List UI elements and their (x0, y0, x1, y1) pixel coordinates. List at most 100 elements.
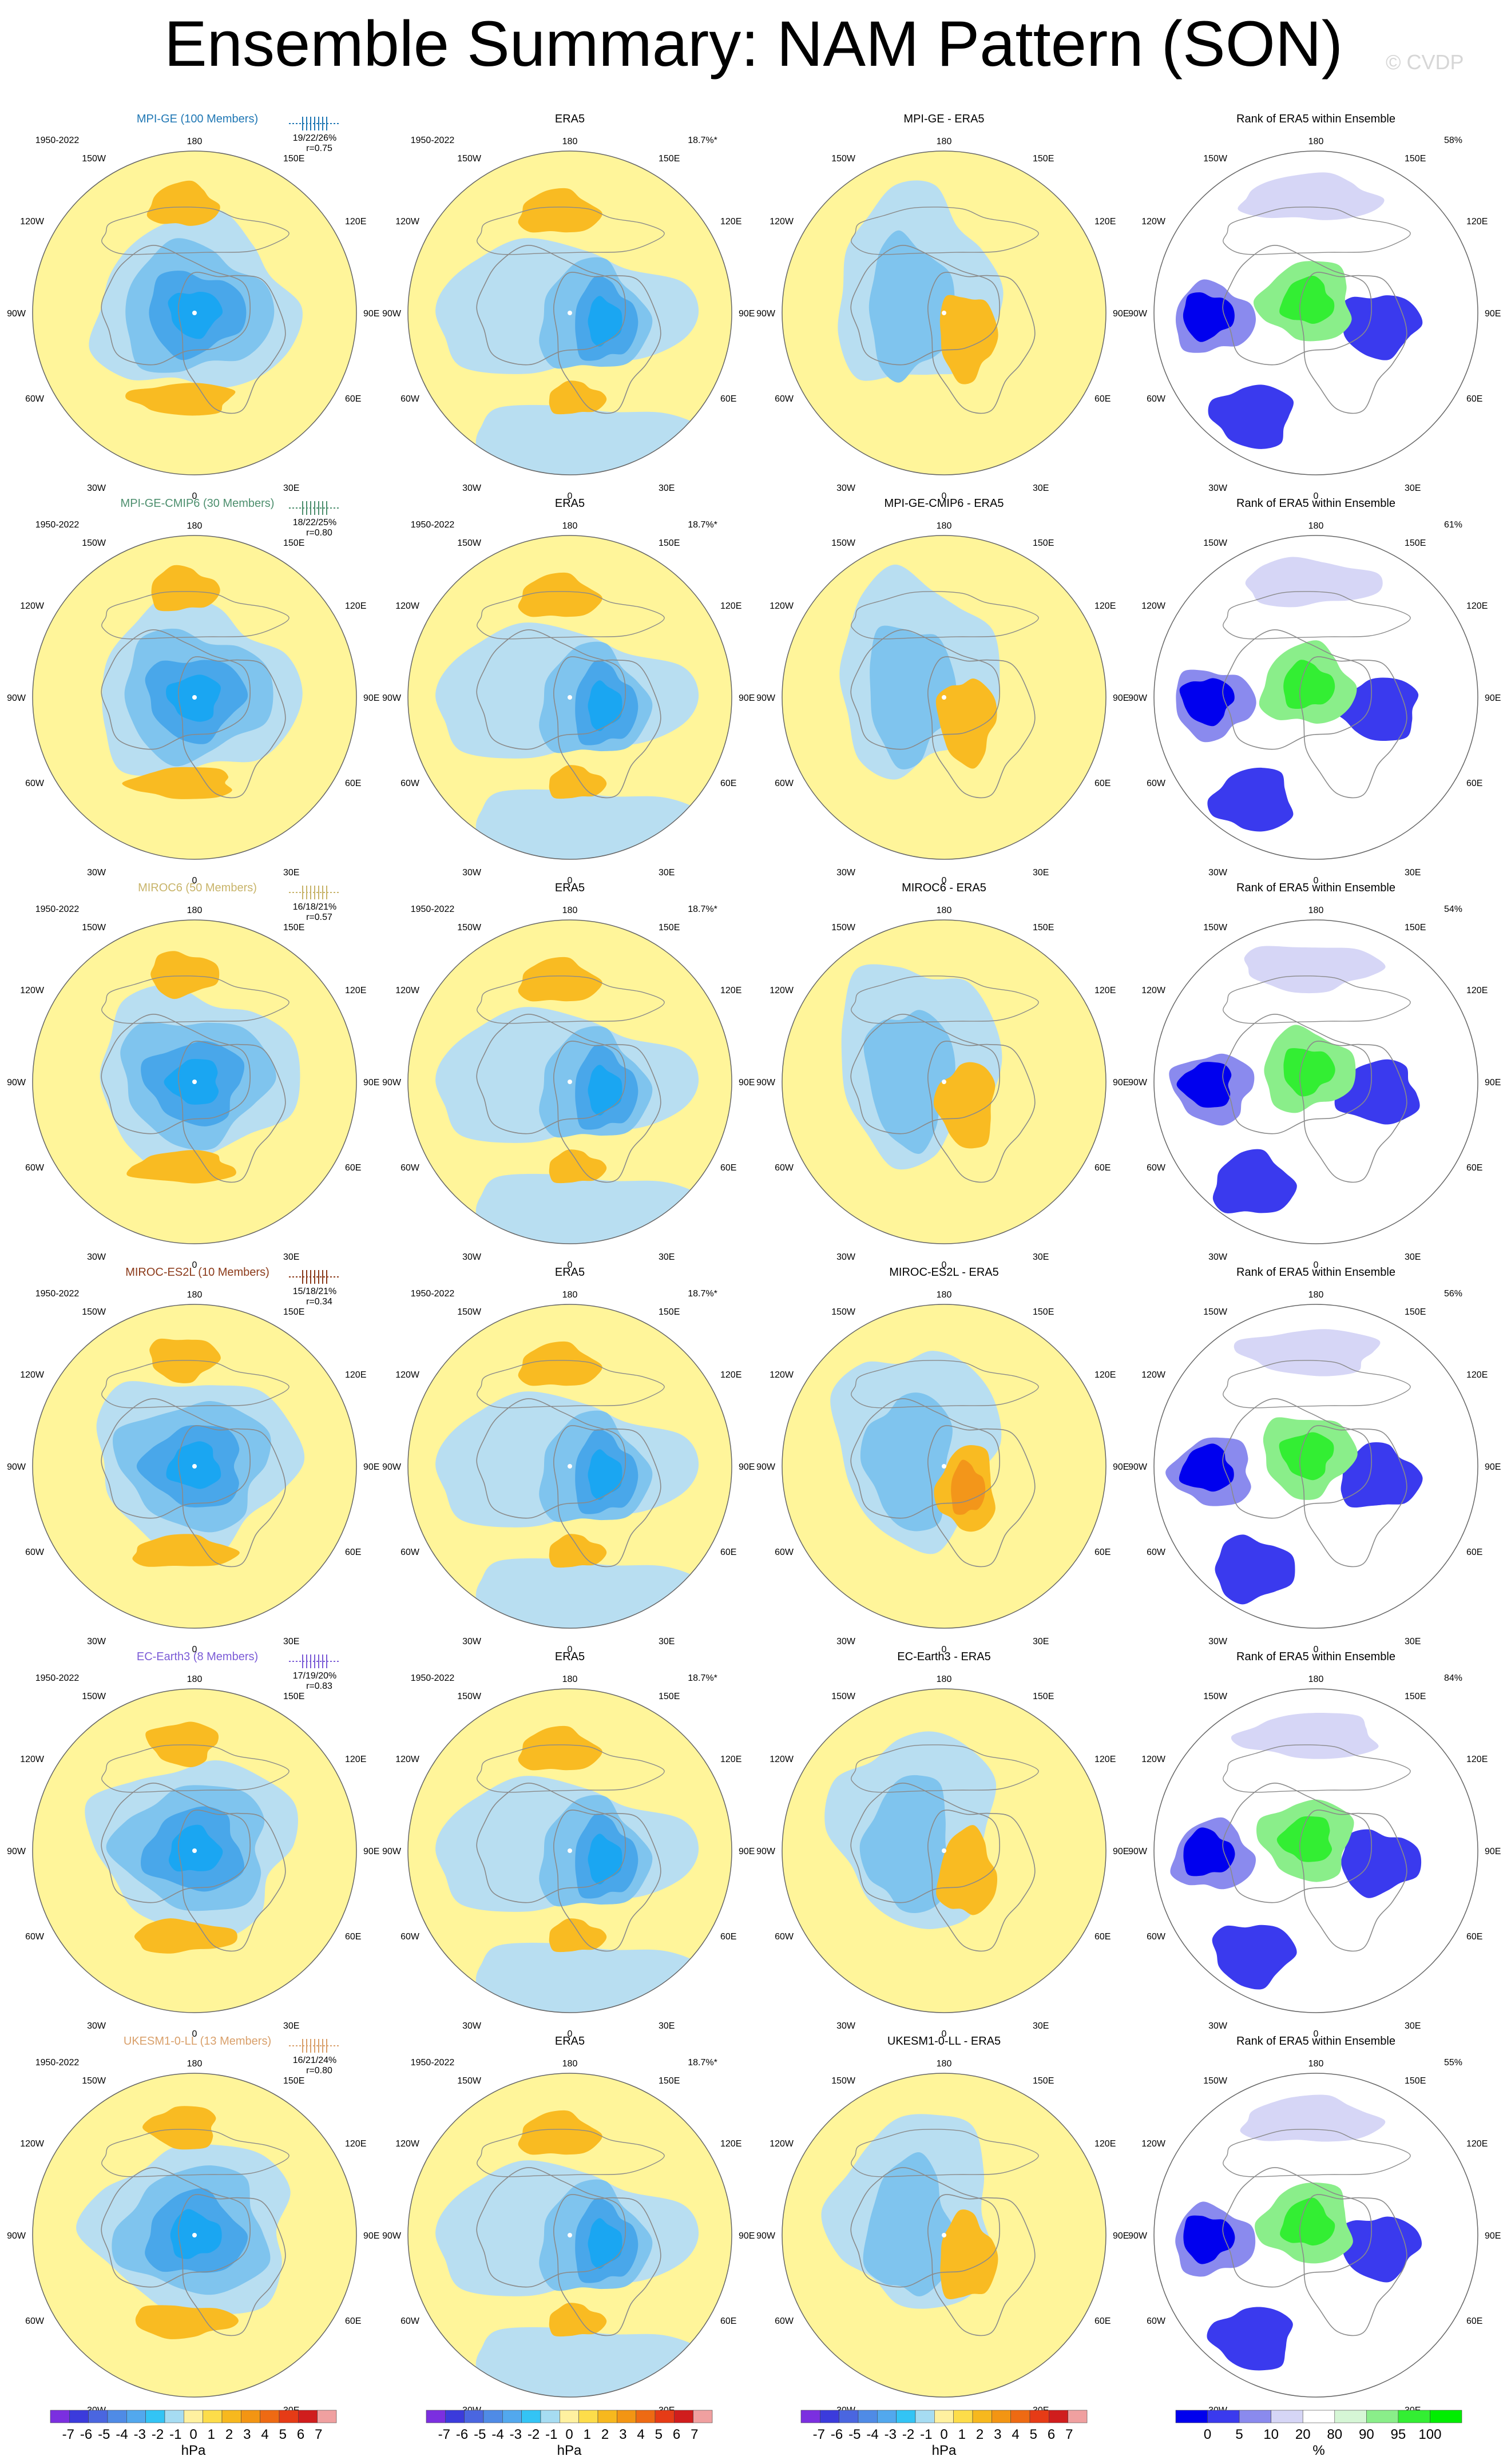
colorbar-swatch (915, 2410, 935, 2423)
panel-difference: MIROC6 - ERA5 180 150E 120E 90E 60E 30E 0 30W 60W… (756, 882, 1129, 1270)
lon-label-180: 180 (937, 2059, 952, 2069)
lon-label-180: 180 (562, 1675, 578, 1684)
lon-label-30W: 30W (836, 868, 856, 878)
colorbar-swatch (858, 2410, 878, 2423)
lon-label-120E: 120E (1466, 1755, 1488, 1764)
lon-label-90W: 90W (7, 2231, 26, 2241)
lon-label-30E: 30E (1405, 868, 1421, 878)
lon-label-180: 180 (937, 906, 952, 915)
panel-era5: ERA5 1950-2022 18.7%* 180 150E 120E 90E 60E 30E 0… (382, 1266, 755, 1654)
lon-label-30W: 30W (1208, 2021, 1228, 2031)
period-label: 1950-2022 (35, 1673, 80, 1683)
lon-label-150E: 150E (659, 154, 680, 164)
period-label: 1950-2022 (35, 2058, 80, 2068)
era5-title: ERA5 (555, 113, 585, 125)
panel-model: MIROC-ES2L (10 Members) 1950-2022 15/18/21… (7, 1266, 379, 1654)
colorbar-tick-label: -6 (831, 2427, 843, 2442)
map-border (407, 150, 732, 475)
lon-label-150E: 150E (1033, 2076, 1054, 2086)
difference-title: MIROC-ES2L - ERA5 (889, 1266, 999, 1279)
coastline (1222, 1783, 1373, 1903)
colorbar-swatch (800, 2410, 820, 2423)
lon-label-150W: 150W (1203, 154, 1228, 164)
colorbar-swatch (1334, 2410, 1367, 2423)
lon-label-30W: 30W (462, 2021, 482, 2031)
colorbar-swatch (839, 2410, 859, 2423)
pole-marker (192, 695, 197, 700)
lon-label-150W: 150W (457, 538, 482, 548)
coastline (1223, 207, 1411, 255)
colorbar-swatch (560, 2410, 579, 2423)
colorbar-swatch (221, 2410, 241, 2423)
anomaly-field (33, 1304, 356, 1628)
colorbar-swatch (1049, 2410, 1068, 2423)
lon-label-120W: 120W (1141, 1370, 1166, 1380)
lon-label-150E: 150E (283, 1692, 304, 1701)
colorbar-hpa: -7 -6 -5 -4 -3 -2 -1 0 1 2 3 4 5 6 7 hPa (800, 2410, 1088, 2458)
lon-label-90W: 90W (1128, 1847, 1148, 1856)
colorbar-tick-label: -5 (98, 2427, 110, 2442)
panel-difference: EC-Earth3 - ERA5 180 150E 120E 90E 60E 30E 0 30W… (756, 1650, 1129, 2039)
lon-label-30W: 30W (1208, 483, 1228, 493)
coastline (553, 1810, 661, 1952)
lon-label-150W: 150W (1203, 1307, 1228, 1317)
lon-label-0: 0 (192, 2029, 197, 2039)
lon-label-120E: 120E (720, 1755, 741, 1764)
coastline (477, 975, 665, 1024)
pole-marker (942, 2233, 946, 2237)
colorbar-tick-label: -1 (545, 2427, 557, 2442)
pattern-correlation: r=0.75 (306, 144, 332, 153)
coastline (927, 1425, 1036, 1568)
period-label: 1950-2022 (35, 1289, 80, 1299)
lon-label-120E: 120E (720, 601, 741, 611)
map-border (32, 1688, 357, 2013)
pattern-stats: 16/18/21% (293, 902, 337, 912)
lon-label-90W: 90W (382, 693, 402, 703)
colorbar-swatch (1175, 2410, 1208, 2423)
lon-label-0: 0 (942, 1645, 947, 1654)
difference-title: MPI-GE - ERA5 (903, 113, 984, 125)
colorbar-tick-label: -1 (169, 2427, 181, 2442)
lon-label-30E: 30E (1033, 483, 1049, 493)
lon-label-60E: 60E (1466, 779, 1482, 788)
lon-label-120W: 120W (395, 1755, 420, 1764)
colorbar-rank: 0 5 10 20 80 90 95 100% (1175, 2410, 1462, 2458)
lon-label-120W: 120W (20, 1370, 45, 1380)
panel-difference: MPI-GE-CMIP6 - ERA5 180 150E 120E 90E 60E 30E 0… (756, 497, 1129, 886)
lon-label-150W: 150W (82, 923, 106, 933)
colorbar-swatch (1029, 2410, 1049, 2423)
lon-label-60W: 60W (1147, 1548, 1166, 1557)
lon-label-150W: 150W (457, 923, 482, 933)
map-border (407, 2073, 732, 2398)
colorbar-tick-label: 95 (1391, 2427, 1406, 2442)
period-label: 1950-2022 (411, 1673, 455, 1683)
panel-rank: Rank of ERA5 within Ensemble 55% 180 150E 12… (1128, 2035, 1501, 2423)
colorbar-tick-label: 6 (1048, 2427, 1055, 2442)
map-border (407, 1304, 732, 1629)
lon-label-150E: 150E (283, 2076, 304, 2086)
colorbar-tick-label: -1 (920, 2427, 932, 2442)
coastline (178, 1041, 286, 1183)
coastline (851, 207, 1039, 255)
lon-label-30W: 30W (462, 1637, 482, 1646)
rank-title: Rank of ERA5 within Ensemble (1236, 1650, 1395, 1663)
lon-label-60E: 60E (1094, 1163, 1111, 1173)
lon-label-30E: 30E (283, 2021, 299, 2031)
lon-label-60W: 60W (775, 779, 794, 788)
lon-label-120W: 120W (395, 986, 420, 995)
coastline (851, 2129, 1039, 2177)
map-border (1153, 919, 1478, 1244)
lon-label-150W: 150W (457, 1307, 482, 1317)
colorbar-tick-label: -5 (848, 2427, 860, 2442)
colorbar-tick-label: -3 (885, 2427, 897, 2442)
coastline (553, 1425, 661, 1568)
lon-label-60E: 60E (1094, 2316, 1111, 2326)
lon-label-120W: 120W (1141, 601, 1166, 611)
colorbar-swatch (426, 2410, 446, 2423)
map-border (1153, 2073, 1478, 2398)
era5-variance: 18.7%* (688, 136, 717, 145)
lon-label-150E: 150E (659, 2076, 680, 2086)
colorbar-tick-label: 0 (565, 2427, 573, 2442)
lon-label-90W: 90W (7, 1462, 26, 1472)
lon-label-60E: 60E (1094, 394, 1111, 404)
